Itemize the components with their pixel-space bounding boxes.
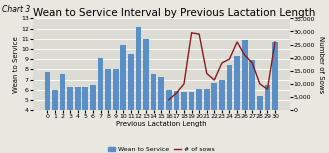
Bar bbox=[249, 60, 255, 151]
Y-axis label: Wean to Service: Wean to Service bbox=[13, 36, 19, 93]
Bar bbox=[204, 89, 210, 151]
Bar bbox=[219, 80, 225, 151]
Text: Chart 3: Chart 3 bbox=[2, 5, 30, 14]
Bar bbox=[173, 91, 179, 151]
Bar bbox=[212, 83, 217, 151]
Bar bbox=[227, 65, 232, 151]
Bar bbox=[272, 42, 278, 151]
Bar bbox=[67, 87, 73, 151]
Title: Wean to Service Interval by Previous Lactation Length: Wean to Service Interval by Previous Lac… bbox=[33, 8, 315, 18]
Bar bbox=[52, 90, 58, 151]
Bar bbox=[98, 58, 103, 151]
Bar bbox=[113, 69, 118, 151]
Bar bbox=[181, 92, 187, 151]
Bar bbox=[136, 26, 141, 151]
Bar bbox=[105, 69, 111, 151]
Bar bbox=[128, 54, 134, 151]
Bar bbox=[158, 76, 164, 151]
Bar bbox=[120, 45, 126, 151]
Bar bbox=[75, 87, 81, 151]
Bar bbox=[83, 87, 88, 151]
Bar bbox=[166, 90, 172, 151]
Bar bbox=[265, 85, 270, 151]
Legend: Wean to Service, # of sows: Wean to Service, # of sows bbox=[105, 144, 217, 153]
Y-axis label: Number of Sows: Number of Sows bbox=[318, 36, 324, 93]
Bar bbox=[90, 85, 96, 151]
Bar bbox=[196, 89, 202, 151]
Bar bbox=[189, 92, 194, 151]
Bar bbox=[257, 96, 263, 151]
Bar bbox=[151, 75, 157, 151]
Bar bbox=[143, 39, 149, 151]
Bar bbox=[44, 72, 50, 151]
X-axis label: Previous Lactation Length: Previous Lactation Length bbox=[116, 121, 207, 127]
Bar bbox=[60, 75, 65, 151]
Bar bbox=[242, 40, 247, 151]
Bar bbox=[234, 56, 240, 151]
